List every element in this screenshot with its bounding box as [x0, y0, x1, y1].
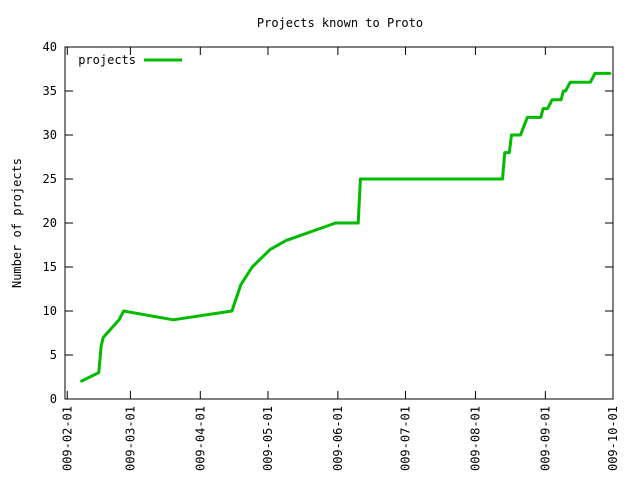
data-point — [526, 116, 529, 119]
y-tick-label: 0 — [50, 392, 57, 406]
axis-ticks: 0 5 10 15 20 25 30 35 40 009-02-01 009-03-01 009-04… — [43, 40, 620, 471]
data-point — [102, 336, 105, 339]
data-point — [564, 90, 567, 92]
data-point — [504, 151, 506, 154]
data-point — [100, 345, 102, 348]
y-tick-label: 10 — [43, 304, 57, 318]
series-layer — [80, 71, 612, 383]
x-tick-label: 009-03-01 — [123, 406, 137, 471]
x-tick-label: 009-04-01 — [193, 406, 207, 471]
data-point — [122, 310, 125, 312]
data-point — [519, 134, 522, 136]
data-point — [540, 116, 542, 119]
y-tick-label: 20 — [43, 216, 57, 230]
data-point — [609, 72, 612, 75]
y-tick-label: 35 — [43, 84, 57, 98]
data-point — [118, 319, 120, 321]
data-point — [594, 72, 596, 75]
data-point — [80, 380, 82, 383]
x-tick-label: 009-02-01 — [60, 406, 74, 471]
y-axis-label: Number of projects — [10, 158, 24, 288]
data-point — [269, 248, 272, 251]
y-tick-label: 30 — [43, 128, 57, 142]
data-point — [542, 107, 544, 110]
data-point — [551, 99, 553, 101]
data-point — [334, 222, 337, 224]
chart-title: Projects known to Proto — [257, 16, 423, 30]
data-point — [260, 257, 263, 260]
x-tick-label: 009-09-01 — [538, 406, 552, 471]
data-point — [546, 107, 549, 110]
data-point — [501, 178, 504, 180]
legend-label-projects: projects — [78, 53, 136, 67]
x-tick-label: 009-06-01 — [331, 406, 345, 471]
data-point — [172, 319, 174, 321]
x-tick-label: 009-05-01 — [261, 406, 275, 471]
data-point — [98, 371, 100, 374]
y-tick-label: 5 — [50, 348, 57, 362]
data-point — [589, 81, 592, 83]
data-point — [357, 222, 360, 224]
y-tick-label: 40 — [43, 40, 57, 54]
data-point — [231, 310, 233, 312]
data-point — [285, 239, 287, 242]
data-point — [359, 178, 362, 180]
x-tick-label: 009-08-01 — [468, 406, 482, 471]
legend: projects — [78, 53, 182, 67]
data-point — [508, 151, 511, 154]
series-line-projects — [80, 71, 611, 383]
data-point — [562, 90, 565, 92]
data-point — [569, 81, 571, 83]
x-tick-label: 009-07-01 — [399, 406, 413, 471]
data-point — [251, 266, 253, 268]
y-tick-label: 15 — [43, 260, 57, 274]
data-point — [510, 134, 513, 136]
y-tick-label: 25 — [43, 172, 57, 186]
data-point — [240, 283, 242, 286]
x-tick-label: 009-10-01 — [606, 406, 620, 471]
data-point — [560, 99, 562, 101]
